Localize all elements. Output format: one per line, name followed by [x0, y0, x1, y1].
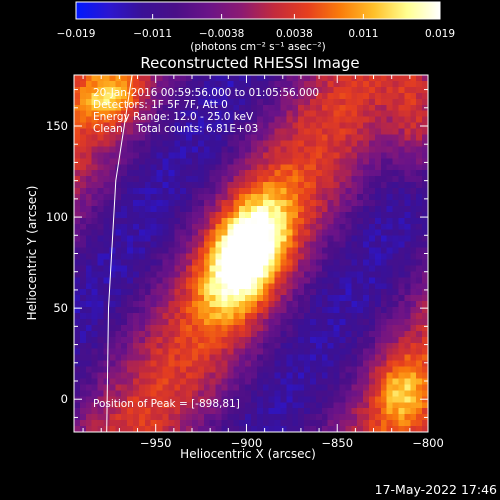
colorbar-tick-label: −0.0038	[199, 28, 245, 40]
colorbar-frame	[75, 1, 441, 20]
annotation-energy-range: Energy Range: 12.0 - 25.0 keV	[93, 111, 254, 123]
colorbar-ticks: −0.019 −0.011 −0.0038 0.0038 0.011 0.019	[57, 1, 455, 40]
colorbar-unit-label: (photons cm⁻² s⁻¹ asec⁻²)	[190, 41, 325, 53]
y-axis: 0 50 100 150	[46, 89, 428, 418]
annotation-block: 20-Jan-2016 00:59:56.000 to 01:05:56.000…	[93, 87, 319, 135]
annotation-clean-counts: Clean Total counts: 6.81E+03	[93, 123, 258, 135]
colorbar-tick-label: 0.019	[425, 28, 455, 40]
x-tick-label: −950	[140, 436, 172, 450]
y-tick-label: 0	[61, 392, 68, 406]
x-axis: −950 −900 −850 −800	[82, 75, 444, 450]
y-tick-label: 150	[46, 119, 68, 133]
x-tick-label: −850	[321, 436, 353, 450]
annotation-detectors: Detectors: 1F 5F 7F, Att 0	[93, 99, 228, 111]
footer-timestamp: 17-May-2022 17:46	[375, 482, 497, 497]
peak-position-label: Position of Peak = [-898,81]	[93, 398, 240, 410]
y-axis-label: Heliocentric Y (arcsec)	[25, 186, 39, 321]
y-tick-label: 100	[46, 210, 68, 224]
x-axis-label: Heliocentric X (arcsec)	[180, 447, 316, 461]
x-tick-label: −900	[231, 436, 263, 450]
colorbar-tick-label: 0.011	[348, 28, 378, 40]
solar-limb-line	[106, 74, 133, 433]
chart-title: Reconstructed RHESSI Image	[140, 54, 359, 72]
colorbar-tick-label: −0.019	[57, 28, 96, 40]
x-tick-label: −800	[412, 436, 444, 450]
heatmap-raster	[74, 75, 428, 432]
colorbar-tick-label: −0.011	[133, 28, 172, 40]
colorbar-gradient	[76, 2, 440, 19]
annotation-time-range: 20-Jan-2016 00:59:56.000 to 01:05:56.000	[93, 87, 319, 99]
colorbar-tick-label: 0.0038	[276, 28, 313, 40]
heatmap-image	[74, 75, 428, 432]
colorbar: −0.019 −0.011 −0.0038 0.0038 0.011 0.019 (pho…	[57, 1, 455, 53]
y-tick-label: 50	[53, 301, 68, 315]
